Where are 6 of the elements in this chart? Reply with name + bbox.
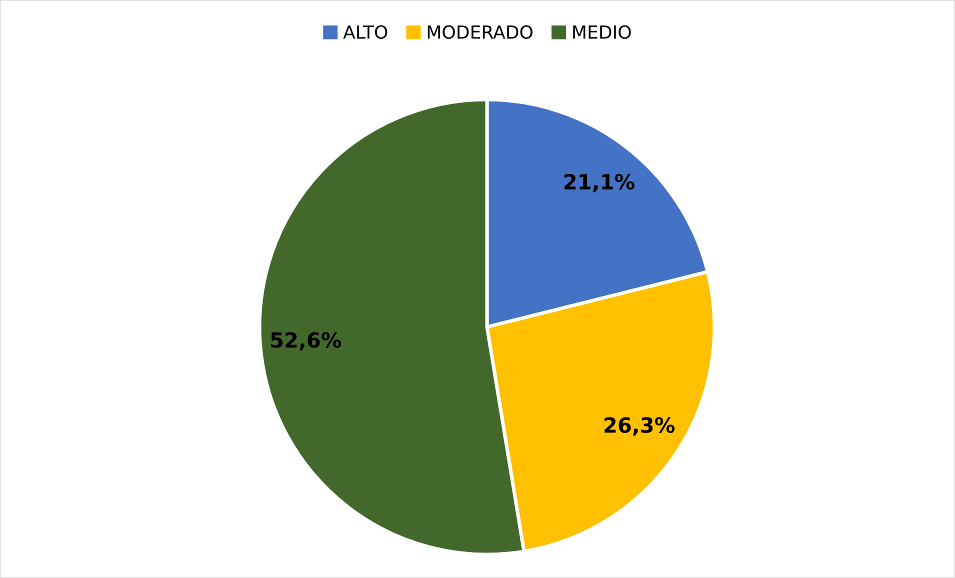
data-label: 21,1% (564, 174, 634, 192)
legend-label: MEDIO (573, 25, 631, 39)
legend-label: ALTO (343, 25, 388, 39)
legend-label: MODERADO (428, 25, 532, 39)
data-label: 26,3% (604, 417, 675, 436)
data-label: 52,6% (271, 332, 342, 351)
